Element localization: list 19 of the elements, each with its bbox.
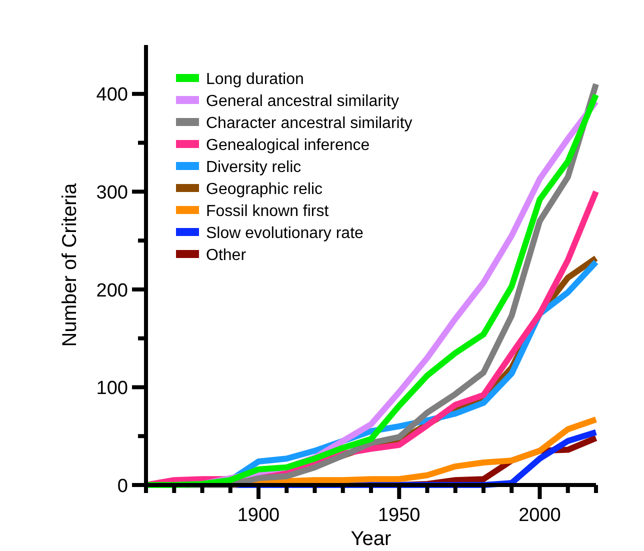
x-tick-label: 2000: [518, 505, 561, 526]
legend-label: General ancestral similarity: [206, 92, 399, 110]
legend-label: Fossil known first: [206, 202, 330, 220]
y-axis-title: Number of Criteria: [59, 182, 81, 347]
y-tick-label: 0: [117, 476, 128, 497]
legend-label: Character ancestral similarity: [206, 114, 412, 132]
legend-label: Geographic relic: [206, 180, 322, 198]
legend-label: Diversity relic: [206, 158, 302, 176]
y-tick-label: 300: [96, 182, 128, 204]
y-tick-label: 400: [96, 84, 128, 106]
x-axis-title: Year: [350, 528, 392, 550]
legend-label: Slow evolutionary rate: [206, 224, 364, 242]
y-tick-label: 100: [96, 378, 128, 400]
legend-label: Long duration: [206, 70, 304, 88]
legend-label: Genealogical inference: [206, 136, 370, 154]
x-tick-label: 1900: [237, 505, 280, 526]
legend-label: Other: [206, 246, 247, 264]
x-tick-label: 1950: [378, 505, 420, 526]
y-tick-label: 200: [96, 280, 128, 302]
